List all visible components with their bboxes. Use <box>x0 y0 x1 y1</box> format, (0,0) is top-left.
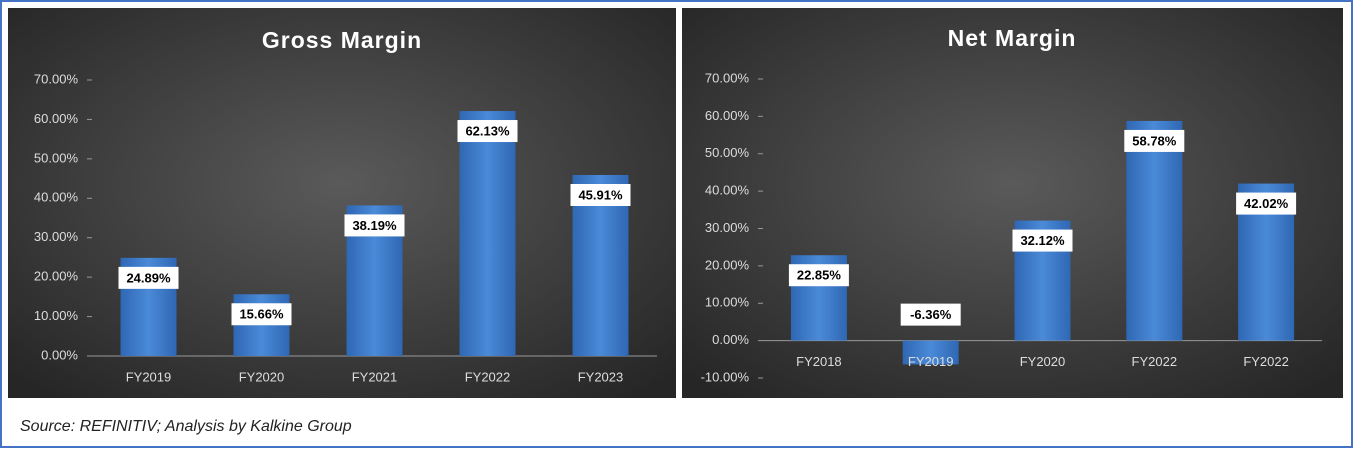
y-tick-label: 50.00% <box>34 150 79 165</box>
x-tick-label: FY2018 <box>796 354 842 369</box>
data-label: 42.02% <box>1244 196 1289 211</box>
x-tick-label: FY2019 <box>126 369 172 384</box>
label-box <box>1124 129 1185 152</box>
y-tick-label: 60.00% <box>705 108 750 123</box>
data-label: 58.78% <box>1132 133 1177 148</box>
y-tick-label: 10.00% <box>705 295 750 310</box>
data-label: -6.36% <box>910 307 952 322</box>
panel <box>8 8 676 398</box>
data-label: 15.66% <box>239 307 284 322</box>
y-tick-label: 0.00% <box>41 347 78 362</box>
x-tick-label: FY2021 <box>352 369 398 384</box>
data-label: 32.12% <box>1020 233 1065 248</box>
chart-title: Gross Margin <box>262 27 422 53</box>
x-tick-label: FY2020 <box>1020 354 1066 369</box>
y-tick-label: 40.00% <box>705 183 750 198</box>
data-label: 62.13% <box>465 123 510 138</box>
bar <box>1126 120 1183 341</box>
label-box <box>118 266 179 289</box>
x-tick-label: FY2020 <box>239 369 285 384</box>
label-box <box>344 214 405 237</box>
x-tick-label: FY2019 <box>908 354 954 369</box>
x-tick-label: FY2023 <box>578 369 624 384</box>
y-tick-label: 50.00% <box>705 145 750 160</box>
y-tick-label: 0.00% <box>712 332 749 347</box>
bar <box>902 340 959 365</box>
x-tick-label: FY2022 <box>465 369 511 384</box>
label-box <box>570 183 631 206</box>
y-tick-label: 30.00% <box>705 220 750 235</box>
data-label: 22.85% <box>797 268 842 283</box>
label-box <box>1012 229 1073 252</box>
label-box <box>457 120 518 143</box>
chart-title: Net Margin <box>948 25 1077 51</box>
y-tick-label: 20.00% <box>705 257 750 272</box>
y-tick-label: 10.00% <box>34 308 79 323</box>
y-tick-label: 70.00% <box>34 71 79 86</box>
label-box <box>900 303 961 326</box>
x-tick-label: FY2022 <box>1132 354 1178 369</box>
data-label: 24.89% <box>126 270 171 285</box>
x-tick-label: FY2022 <box>1243 354 1289 369</box>
label-box <box>231 303 292 326</box>
label-box <box>788 264 849 287</box>
y-tick-label: 20.00% <box>34 269 79 284</box>
y-tick-label: 40.00% <box>34 190 79 205</box>
source-note: Source: REFINITIV; Analysis by Kalkine G… <box>20 418 352 435</box>
y-tick-label: 60.00% <box>34 111 79 126</box>
data-label: 45.91% <box>578 187 623 202</box>
y-tick-label: 30.00% <box>34 229 79 244</box>
label-box <box>1236 192 1297 215</box>
y-tick-label: 70.00% <box>705 70 750 85</box>
y-tick-label: -10.00% <box>701 369 750 384</box>
data-label: 38.19% <box>352 218 397 233</box>
bar <box>459 111 516 356</box>
